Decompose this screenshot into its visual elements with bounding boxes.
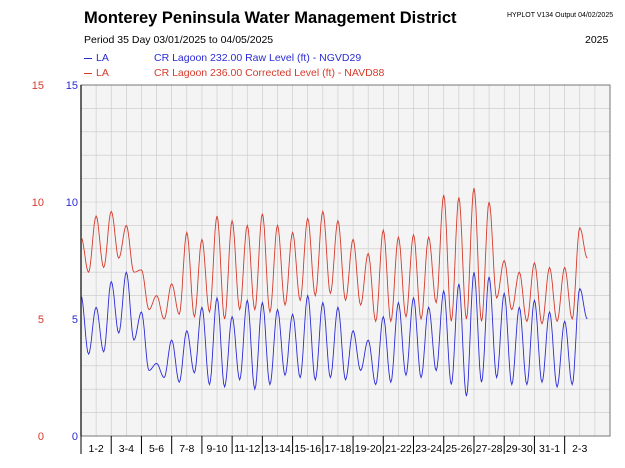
legend-description: CR Lagoon 236.00 Corrected Level (ft) - …: [154, 67, 385, 79]
legend-site: LA: [96, 67, 109, 79]
x-tick-label: 23-24: [415, 443, 442, 455]
legend-entry-raw-level: LA CR Lagoon 232.00 Raw Level (ft) - NGVD…: [84, 52, 361, 64]
y-tick-label-right: 10: [66, 197, 78, 209]
series-line-raw-level: [81, 270, 588, 397]
x-tick-label: 21-22: [385, 443, 412, 455]
legend-description: CR Lagoon 232.00 Raw Level (ft) - NGVD29: [154, 52, 362, 64]
output-stamp: HYPLOT V134 Output 04/02/2025: [507, 12, 614, 19]
legend-site: LA: [96, 52, 109, 64]
x-tick-label: 17-18: [325, 443, 352, 455]
plot-area: [81, 85, 610, 436]
x-tick-label: 13-14: [264, 443, 291, 455]
x-tick-label: 31-1: [539, 443, 560, 455]
chart-title: Monterey Peninsula Water Management Dist…: [84, 9, 457, 27]
y-tick-label-left: 0: [38, 431, 44, 443]
y-tick-label-left: 15: [32, 80, 44, 92]
y-tick-label-left: 5: [38, 314, 44, 326]
x-tick-label: 19-20: [355, 443, 382, 455]
year-label: 2025: [585, 34, 609, 46]
legend-swatch: [84, 57, 92, 59]
y-tick-label-right: 15: [66, 80, 78, 92]
x-tick-label: 11-12: [234, 443, 260, 455]
legend-swatch: [84, 72, 92, 74]
x-tick-label: 27-28: [476, 443, 503, 455]
x-tick-label: 9-10: [207, 443, 228, 455]
x-tick-label: 15-16: [294, 443, 321, 455]
x-tick-label: 29-30: [506, 443, 533, 455]
x-tick-label: 5-6: [149, 443, 164, 455]
period-text: Period 35 Day 03/01/2025 to 04/05/2025: [84, 34, 274, 46]
x-tick-label: 25-26: [445, 443, 472, 455]
y-tick-label-left: 10: [32, 197, 44, 209]
x-tick-label: 2-3: [572, 443, 587, 455]
x-tick-label: 7-8: [179, 443, 194, 455]
x-tick-label: 1-2: [89, 443, 104, 455]
series-line-corrected-level: [81, 187, 588, 325]
y-tick-label-right: 0: [72, 431, 78, 443]
legend-entry-corrected-level: LA CR Lagoon 236.00 Corrected Level (ft) …: [84, 67, 384, 79]
y-tick-label-right: 5: [72, 314, 78, 326]
x-tick-label: 3-4: [119, 443, 134, 455]
